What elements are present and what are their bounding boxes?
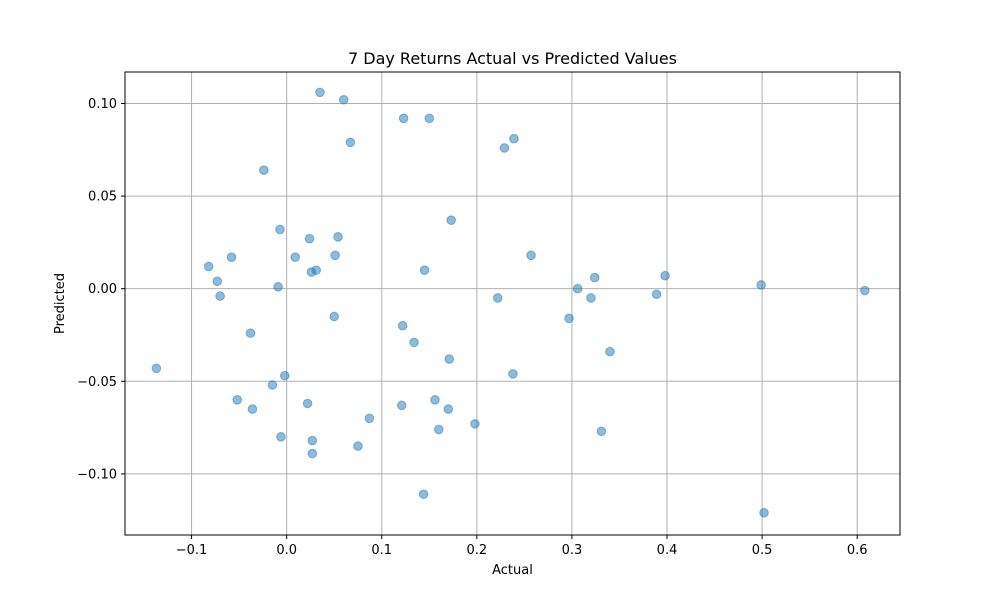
- scatter-point: [364, 413, 375, 424]
- scatter-point: [589, 272, 600, 283]
- x-tick-label: 0.2: [466, 543, 487, 558]
- scatter-point: [651, 289, 662, 300]
- x-axis-label: Actual: [492, 563, 533, 578]
- x-tick-label: 0.3: [562, 543, 583, 558]
- scatter-point: [596, 426, 607, 437]
- scatter-point: [397, 320, 408, 331]
- scatter-point: [586, 293, 596, 303]
- scatter-point: [353, 441, 363, 451]
- scatter-point: [860, 285, 870, 296]
- scatter-point: [311, 265, 321, 275]
- scatter-point: [259, 165, 269, 175]
- scatter-point: [398, 113, 409, 124]
- scatter-point: [444, 354, 455, 364]
- scatter-point: [430, 395, 440, 405]
- chart-title: 7 Day Returns Actual vs Predicted Values: [348, 49, 677, 68]
- scatter-point: [470, 419, 480, 429]
- scatter-point: [276, 432, 286, 442]
- y-tick-label: 0.00: [88, 282, 117, 297]
- x-tick-label: 0.6: [847, 543, 868, 558]
- grid-lines: [125, 72, 900, 535]
- scatter-point: [572, 283, 583, 294]
- scatter-point: [279, 370, 290, 381]
- y-tick-label: −0.05: [77, 375, 117, 390]
- x-tick-label: 0.0: [276, 543, 297, 558]
- scatter-point: [226, 252, 237, 263]
- axis-ticks: −0.1 0.0 0.1 0.2 0.3 0.4 0.5 0.6 −0.10 −0.05 0.00 0…: [77, 97, 867, 558]
- scatter-point: [333, 232, 343, 242]
- scatter-point: [275, 224, 285, 235]
- scatter-point: [434, 424, 444, 435]
- scatter-point: [499, 143, 510, 153]
- scatter-point: [660, 270, 670, 281]
- scatter-point: [267, 380, 278, 390]
- scatter-point: [304, 233, 315, 244]
- scatter-point: [290, 252, 301, 263]
- scatter-point: [446, 215, 456, 225]
- scatter-point: [203, 261, 214, 272]
- scatter-point: [245, 328, 256, 338]
- scatter-point: [443, 404, 454, 414]
- scatter-point: [247, 404, 258, 414]
- scatter-point: [302, 398, 313, 409]
- x-tick-label: −0.1: [176, 543, 208, 558]
- scatter-point: [307, 448, 318, 459]
- scatter-point: [759, 507, 769, 518]
- x-tick-label: 0.4: [657, 543, 678, 558]
- scatter-point: [508, 369, 518, 379]
- scatter-point: [212, 276, 223, 287]
- scatter-point: [564, 313, 574, 324]
- scatter-point: [509, 133, 519, 144]
- scatter-point: [418, 489, 429, 500]
- scatter-point: [315, 87, 325, 98]
- scatter-point: [307, 435, 318, 446]
- scatter-point: [492, 293, 503, 303]
- scatter-point: [151, 363, 162, 374]
- x-tick-label: 0.5: [752, 543, 773, 558]
- scatter-point: [329, 311, 340, 322]
- data-points: [151, 87, 870, 518]
- y-tick-label: 0.05: [88, 190, 117, 205]
- scatter-point: [526, 250, 536, 261]
- scatter-point: [605, 346, 615, 357]
- y-axis-label: Predicted: [53, 273, 68, 334]
- y-tick-label: 0.10: [88, 97, 117, 112]
- scatter-point: [232, 395, 243, 405]
- scatter-point: [338, 94, 349, 105]
- y-tick-label: −0.10: [77, 467, 117, 482]
- scatter-point: [396, 400, 407, 411]
- plot-frame: [124, 71, 901, 536]
- scatter-point: [215, 291, 225, 301]
- scatter-point: [419, 265, 430, 275]
- scatter-point: [756, 280, 766, 290]
- scatter-point: [409, 337, 419, 348]
- scatter-point: [345, 137, 356, 148]
- scatter-point: [273, 282, 283, 292]
- x-tick-label: 0.1: [371, 543, 392, 558]
- scatter-point: [424, 113, 435, 124]
- scatter-point: [330, 250, 340, 261]
